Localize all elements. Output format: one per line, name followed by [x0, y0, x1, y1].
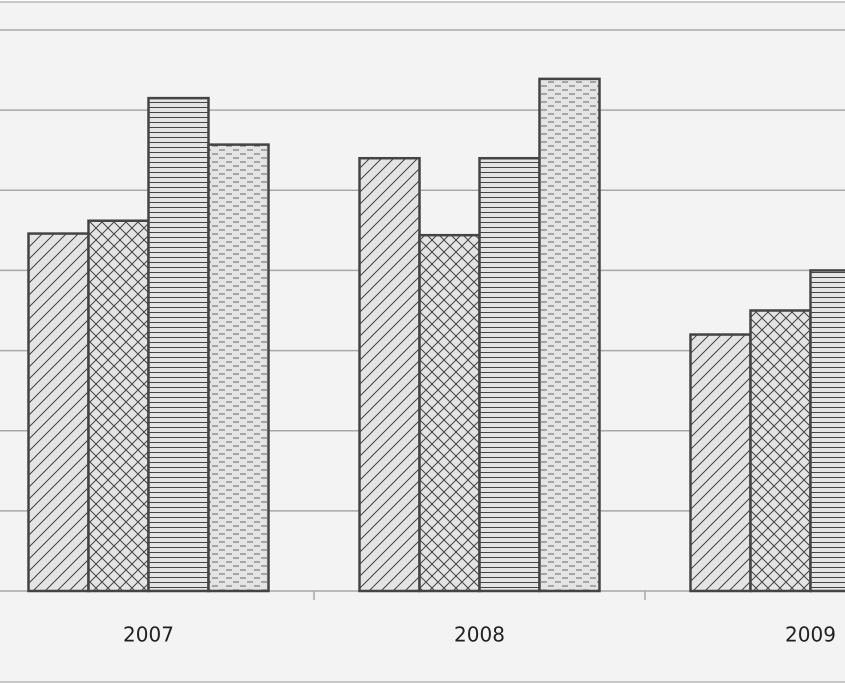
x-tick-label: 2008 [454, 623, 505, 647]
x-tick-label: 2007 [123, 623, 174, 647]
bar [538, 77, 601, 593]
bar [87, 219, 150, 593]
bar [27, 232, 90, 593]
x-tick-label: 2009 [785, 623, 836, 647]
bar [207, 143, 270, 593]
bar [358, 156, 421, 593]
bar [749, 309, 812, 593]
bar [418, 233, 481, 593]
bar [478, 156, 541, 593]
bar [689, 333, 752, 593]
bar [147, 96, 210, 593]
bar [809, 269, 845, 593]
